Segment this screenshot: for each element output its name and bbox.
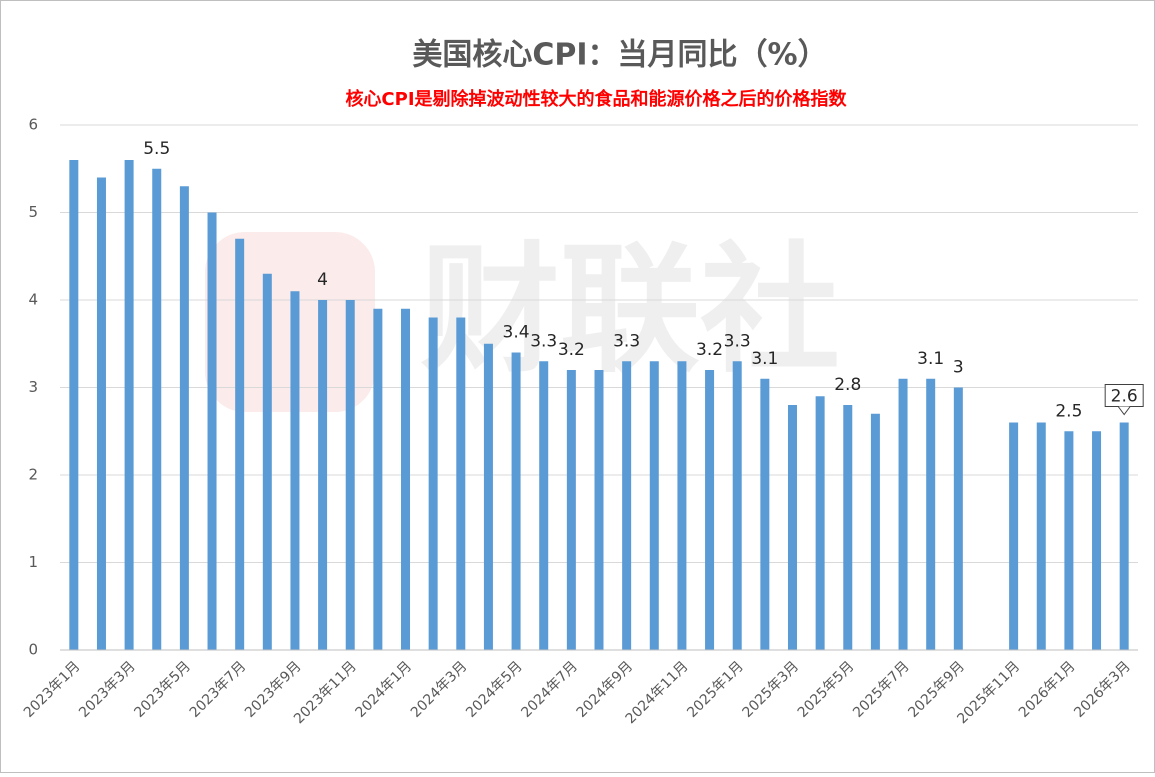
data-label: 3.3 [530, 331, 557, 351]
y-tick-label: 5 [28, 203, 38, 221]
y-tick-label: 2 [28, 466, 38, 484]
data-label: 2.5 [1055, 401, 1082, 421]
bar [96, 177, 106, 650]
bar [1064, 431, 1074, 650]
bar [511, 352, 521, 650]
bar [124, 160, 134, 650]
data-label: 3.1 [751, 349, 778, 369]
data-label: 2.8 [834, 375, 861, 395]
bar [539, 361, 549, 650]
data-label: 3 [953, 358, 964, 378]
data-label: 3.3 [613, 331, 640, 351]
bar [594, 370, 604, 650]
bar [373, 308, 383, 650]
y-tick-label: 4 [28, 291, 38, 309]
bar [566, 370, 576, 650]
bar [235, 238, 245, 650]
data-label: 3.2 [558, 340, 585, 360]
y-tick-label: 0 [28, 641, 38, 659]
bar [787, 405, 797, 650]
bar [732, 361, 742, 650]
bar [483, 343, 493, 650]
bar [262, 273, 272, 650]
data-label: 3.2 [696, 340, 723, 360]
bar [401, 308, 411, 650]
bar [622, 361, 632, 650]
data-label: 4 [317, 270, 328, 290]
bar [428, 317, 438, 650]
bar [953, 387, 963, 650]
bar [456, 317, 466, 650]
bar [1119, 422, 1129, 650]
bar [1036, 422, 1046, 650]
bar [1092, 431, 1102, 650]
bar [926, 378, 936, 650]
bar [843, 405, 853, 650]
bar [207, 212, 217, 650]
bar [760, 378, 770, 650]
data-label: 5.5 [143, 139, 170, 159]
bar [815, 396, 825, 650]
bar [345, 300, 355, 650]
bar [898, 378, 908, 650]
data-label: 3.3 [724, 331, 751, 351]
data-label: 3.1 [917, 349, 944, 369]
bar [152, 168, 162, 650]
y-tick-label: 6 [28, 116, 38, 134]
data-label: 3.4 [503, 323, 530, 343]
bar [649, 361, 659, 650]
bar [290, 291, 300, 650]
chart-title: 美国核心CPI：当月同比（%） [412, 38, 827, 73]
y-tick-label: 1 [28, 553, 38, 571]
y-tick-label: 3 [28, 378, 38, 396]
bar [179, 186, 189, 650]
bar [677, 361, 687, 650]
bar [69, 160, 79, 650]
bar [870, 413, 880, 650]
watermark-logo [205, 232, 375, 412]
label-callout-arrow [1117, 406, 1131, 416]
bar [705, 370, 715, 650]
bar [1009, 422, 1019, 650]
data-label: 2.6 [1111, 387, 1138, 407]
chart-subtitle: 核心CPI是剔除掉波动性较大的食品和能源价格之后的价格指数 [345, 88, 847, 110]
bar [318, 300, 328, 650]
